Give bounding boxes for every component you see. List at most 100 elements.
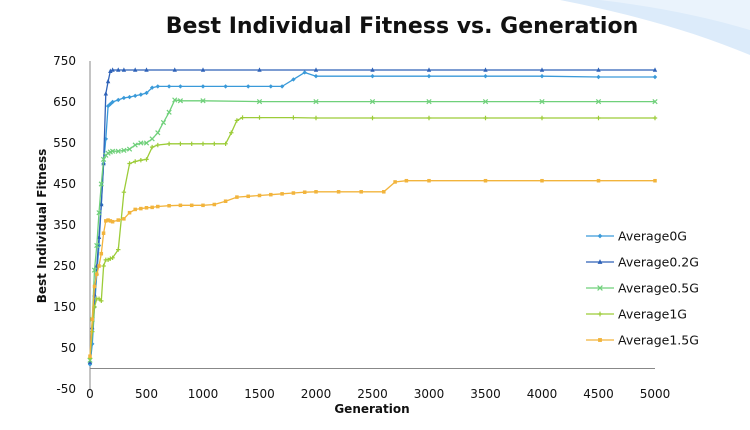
data-point — [95, 272, 99, 276]
data-point — [116, 218, 121, 222]
data-point — [105, 78, 111, 84]
series-line — [89, 69, 655, 363]
data-point — [109, 148, 116, 154]
data-point — [99, 298, 104, 304]
data-point — [652, 74, 658, 80]
series-0 — [87, 70, 658, 367]
y-tick-label: 250 — [53, 259, 76, 273]
data-point — [133, 207, 137, 212]
data-point — [155, 142, 160, 148]
legend-item: Average0G — [586, 229, 687, 244]
data-point — [369, 98, 376, 105]
series-3 — [87, 115, 658, 361]
y-tick-label: 450 — [53, 177, 76, 191]
data-point — [246, 194, 250, 199]
legend-item: Average0.2G — [586, 255, 699, 270]
legend-item: Average1.5G — [586, 333, 699, 348]
data-point — [127, 94, 132, 100]
data-point — [101, 231, 106, 235]
data-point — [178, 141, 183, 147]
data-point — [97, 264, 101, 268]
x-tick-label: 5000 — [640, 387, 671, 401]
y-tick-label: 150 — [53, 300, 76, 314]
x-tick-label: 1500 — [244, 387, 275, 401]
data-point — [370, 73, 375, 79]
data-point — [103, 91, 109, 96]
y-tick-labels: -50 50 150 250 350 450 550 650 750 — [53, 54, 76, 396]
data-point — [132, 142, 138, 148]
data-point — [482, 98, 489, 105]
data-point — [201, 203, 205, 208]
y-tick-label: 650 — [53, 95, 76, 109]
data-point — [92, 284, 97, 289]
data-point — [133, 67, 138, 72]
legend-marker — [597, 259, 603, 264]
data-point — [200, 141, 206, 147]
data-point — [96, 210, 102, 216]
data-point — [104, 219, 108, 223]
data-point — [596, 115, 601, 121]
legend-label: Average0.2G — [618, 255, 699, 270]
y-tick-label: 50 — [61, 341, 76, 355]
data-point — [426, 73, 432, 79]
data-point — [257, 193, 262, 198]
legend-item: Average1G — [586, 307, 687, 322]
data-point — [110, 219, 115, 224]
data-point — [652, 67, 658, 72]
x-tick-label: 3500 — [470, 387, 501, 401]
data-point — [229, 130, 234, 135]
data-point — [155, 130, 161, 136]
data-point — [122, 217, 126, 221]
data-point — [178, 84, 183, 89]
data-point — [539, 73, 545, 79]
data-point — [143, 140, 150, 146]
legend-marker — [598, 338, 602, 342]
series-line — [89, 180, 655, 357]
data-point — [96, 296, 102, 301]
data-point — [314, 190, 318, 194]
x-tick-label: 2000 — [301, 387, 332, 401]
data-point — [121, 190, 127, 195]
data-point — [212, 202, 217, 207]
x-tick-label: 4000 — [527, 387, 558, 401]
data-point — [257, 67, 262, 72]
data-point — [133, 159, 138, 164]
data-point — [313, 115, 319, 121]
legend-label: Average0.5G — [618, 281, 699, 296]
legend-label: Average1.5G — [618, 333, 699, 348]
data-point — [144, 206, 149, 210]
data-point — [106, 218, 110, 222]
x-axis-title: Generation — [334, 402, 409, 416]
data-point — [126, 146, 133, 152]
legend-label: Average1G — [618, 307, 687, 322]
y-tick-label: -50 — [56, 382, 76, 396]
data-point — [127, 161, 132, 166]
data-point — [101, 263, 106, 269]
legend-item: Average0.5G — [586, 281, 699, 296]
data-point — [172, 67, 177, 72]
data-point — [426, 67, 432, 72]
y-tick-label: 350 — [53, 218, 76, 232]
data-point — [121, 95, 127, 101]
data-point — [172, 97, 178, 103]
series-1 — [87, 67, 658, 365]
data-point — [116, 97, 121, 103]
data-point — [653, 178, 657, 183]
data-point — [99, 251, 104, 256]
data-point — [121, 67, 127, 72]
data-point — [223, 84, 228, 89]
data-point — [302, 70, 307, 75]
data-point — [108, 219, 113, 223]
data-point — [160, 119, 167, 126]
chart-title: Best Individual Fitness vs. Generation — [166, 14, 639, 39]
legend: Average0G Average0.2G Average0.5G Average1G… — [586, 229, 699, 348]
series-line — [89, 99, 655, 361]
data-point — [256, 98, 263, 105]
data-point — [110, 67, 115, 72]
x-tick-labels: 0 500 1000 1500 2000 2500 3000 3500 4000 4500 5000 — [86, 387, 670, 401]
data-point — [139, 206, 143, 211]
axes — [89, 61, 655, 389]
series-line — [89, 116, 655, 359]
data-point — [91, 267, 98, 273]
